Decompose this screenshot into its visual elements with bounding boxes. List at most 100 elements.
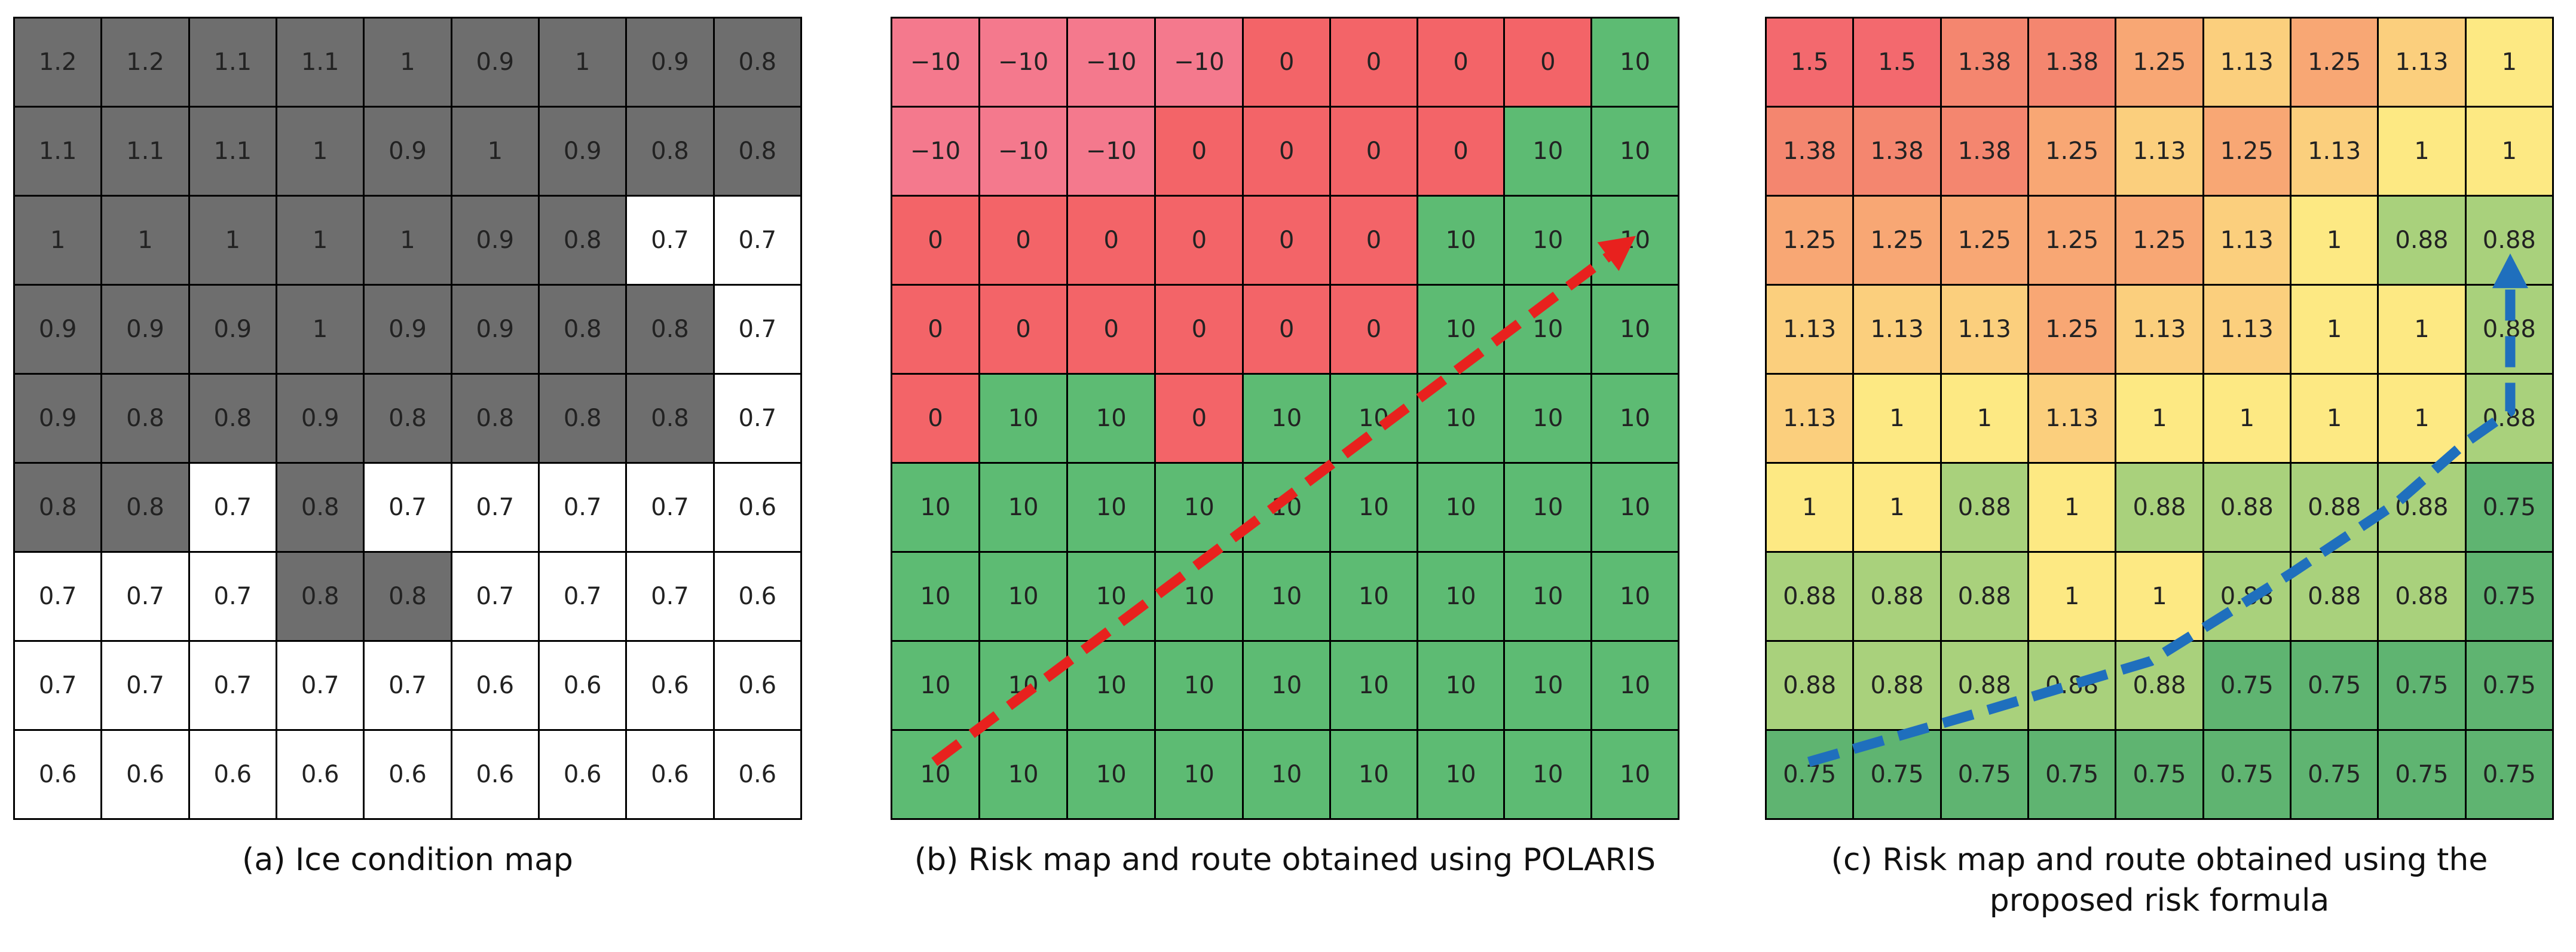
- grid-row: 0 0 0 0 0 0 10 10 10: [890, 284, 1679, 375]
- grid-cell: 10: [1242, 373, 1332, 464]
- grid-cell: 1.38: [1764, 106, 1855, 197]
- grid-cell: 1.13: [2115, 106, 2204, 197]
- grid-cell: 0: [890, 195, 981, 286]
- grid-cell: 10: [1242, 462, 1332, 553]
- grid-cell: 1.38: [1939, 17, 2029, 108]
- grid-row: 1 1 0.88 1 0.88 0.88 0.88 0.88 0.75: [1764, 462, 2554, 553]
- grid-cell: 10: [1503, 551, 1593, 642]
- caption-ice-condition-map: (a) Ice condition map: [242, 842, 573, 878]
- grid-cell: 1.25: [2289, 17, 2379, 108]
- grid-cell: 10: [1503, 106, 1593, 197]
- grid-cell: 1.13: [1939, 284, 2029, 375]
- grid-cell: 0.6: [712, 729, 803, 820]
- grid-cell: 0.88: [1764, 551, 1855, 642]
- grid-cell: 1.13: [2027, 373, 2117, 464]
- grid-row: 10 10 10 10 10 10 10 10 10: [890, 729, 1679, 820]
- grid-cell: 1.25: [2027, 106, 2117, 197]
- grid-row: 1.25 1.25 1.25 1.25 1.25 1.13 1 0.88 0.88: [1764, 195, 2554, 286]
- grid-cell: −10: [978, 17, 1069, 108]
- grid-cell: 10: [1416, 284, 1506, 375]
- grid-row: −10 −10 −10 0 0 0 0 10 10: [890, 106, 1679, 197]
- grid-cell: 0.7: [712, 373, 803, 464]
- grid-cell: 0.88: [1852, 640, 1942, 731]
- grid-cell: 1: [1939, 373, 2029, 464]
- grid-cell: 10: [978, 640, 1069, 731]
- grid-cell: 10: [1242, 729, 1332, 820]
- grid-cell: 0.6: [363, 729, 452, 820]
- grid-cell: 0.6: [625, 729, 715, 820]
- grid-cell: 10: [978, 373, 1069, 464]
- grid-cell: 0: [1066, 284, 1157, 375]
- grid-cell: 10: [1154, 551, 1244, 642]
- grid-cell: 1: [2464, 17, 2554, 108]
- grid-cell: 0.9: [450, 17, 540, 108]
- grid-cell: 0.8: [13, 462, 103, 553]
- grid-cell: 0.8: [625, 284, 715, 375]
- grid-cell: 1.13: [1764, 373, 1855, 464]
- grid-cell: 0.88: [1939, 551, 2029, 642]
- grid-cell: 10: [1242, 640, 1332, 731]
- grid-cell: 1: [2289, 195, 2379, 286]
- proposed-risk-panel: 1.5 1.5 1.38 1.38 1.25 1.13 1.25 1.13 1 1.38 1.38 1…: [1764, 17, 2554, 820]
- grid-cell: 0.88: [2464, 284, 2554, 375]
- grid-cell: 1.2: [13, 17, 103, 108]
- grid-cell: 1.25: [2202, 106, 2292, 197]
- grid-cell: 10: [1503, 462, 1593, 553]
- grid-cell: 0.8: [537, 373, 628, 464]
- grid-cell: 1.13: [2202, 195, 2292, 286]
- grid-cell: 10: [1503, 195, 1593, 286]
- grid-cell: 0.7: [712, 195, 803, 286]
- grid-cell: 1.13: [2202, 17, 2292, 108]
- grid-row: 0 0 0 0 0 0 10 10 10: [890, 195, 1679, 286]
- grid-cell: 1.25: [2027, 284, 2117, 375]
- grid-cell: 0.8: [100, 462, 190, 553]
- grid-cell: 0.7: [188, 640, 277, 731]
- grid-cell: 10: [1416, 551, 1506, 642]
- grid-cell: 1: [275, 106, 365, 197]
- grid-cell: 10: [890, 729, 981, 820]
- grid-cell: 0: [890, 373, 981, 464]
- grid-cell: 10: [1329, 729, 1418, 820]
- grid-cell: 1.1: [275, 17, 365, 108]
- grid-cell: 10: [1242, 551, 1332, 642]
- grid-cell: 1: [2027, 462, 2117, 553]
- grid-cell: 10: [1329, 373, 1418, 464]
- grid-cell: 0: [1329, 106, 1418, 197]
- grid-row: 0.75 0.75 0.75 0.75 0.75 0.75 0.75 0.75 0.75: [1764, 729, 2554, 820]
- grid-cell: 0.75: [1852, 729, 1942, 820]
- grid-cell: 1: [188, 195, 277, 286]
- grid-cell: 0.88: [2027, 640, 2117, 731]
- grid-cell: 1: [2377, 373, 2467, 464]
- grid-cell: 1.13: [2289, 106, 2379, 197]
- grid-cell: 1.13: [1764, 284, 1855, 375]
- grid-cell: 10: [1416, 640, 1506, 731]
- grid-row: 0.9 0.9 0.9 1 0.9 0.9 0.8 0.8 0.7: [13, 284, 803, 375]
- grid-cell: 10: [1590, 462, 1679, 553]
- grid-cell: 0.7: [363, 640, 452, 731]
- ice-condition-panel: 1.2 1.2 1.1 1.1 1 0.9 1 0.9 0.8 1.1 1.1 1.1 1 0.9 1 0.9…: [13, 17, 803, 820]
- grid-cell: 1.25: [1852, 195, 1942, 286]
- grid-cell: 0.75: [2027, 729, 2117, 820]
- grid-row: 1.5 1.5 1.38 1.38 1.25 1.13 1.25 1.13 1: [1764, 17, 2554, 108]
- grid-cell: 0.88: [2289, 551, 2379, 642]
- grid-cell: 0.75: [2377, 729, 2467, 820]
- grid-cell: 1: [2289, 284, 2379, 375]
- grid-cell: 1.1: [100, 106, 190, 197]
- grid-cell: 0: [1329, 284, 1418, 375]
- grid-cell: 10: [1416, 195, 1506, 286]
- grid-row: 0.9 0.8 0.8 0.9 0.8 0.8 0.8 0.8 0.7: [13, 373, 803, 464]
- grid-cell: 0.9: [537, 106, 628, 197]
- grid-cell: 10: [1503, 284, 1593, 375]
- grid-cell: 1.25: [1939, 195, 2029, 286]
- grid-cell: 0: [1242, 106, 1332, 197]
- grid-cell: 0.88: [1939, 640, 2029, 731]
- grid-cell: 0.6: [712, 551, 803, 642]
- grid-cell: 1: [1852, 462, 1942, 553]
- grid-cell: 1: [2289, 373, 2379, 464]
- grid-cell: 0.88: [2289, 462, 2379, 553]
- grid-cell: 1.25: [1764, 195, 1855, 286]
- grid-cell: 1: [100, 195, 190, 286]
- grid-cell: 0.8: [188, 373, 277, 464]
- grid-cell: 1.1: [13, 106, 103, 197]
- grid-cell: 0: [1154, 106, 1244, 197]
